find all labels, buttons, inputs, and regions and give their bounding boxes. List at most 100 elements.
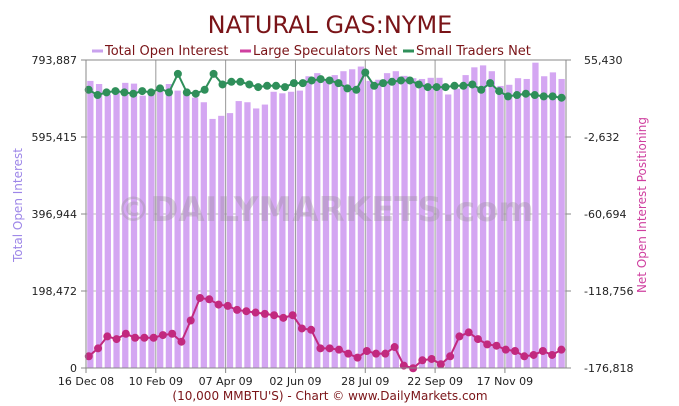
open-interest-bar — [174, 90, 181, 369]
small-traders-point — [441, 83, 450, 92]
open-interest-bar — [270, 91, 277, 368]
open-interest-bar — [261, 104, 269, 368]
large-speculators-point — [557, 345, 566, 354]
open-interest-bar — [113, 89, 120, 368]
chart-footer: (10,000 MMBTU'S) - Chart © www.DailyMark… — [172, 389, 487, 403]
x-tick-label: 16 Dec 08 — [58, 375, 114, 388]
large-speculators-point — [223, 301, 232, 310]
y-axis-right-ticks: 55,430 -2,632 -60,694 -118,756 -176,818 — [566, 54, 633, 375]
small-traders-point — [468, 80, 477, 89]
large-speculators-point — [372, 349, 381, 358]
large-speculators-point — [427, 354, 436, 363]
large-speculators-point — [334, 345, 343, 354]
large-speculators-point — [381, 349, 390, 358]
large-speculators-point — [353, 353, 362, 362]
open-interest-bar — [165, 84, 173, 369]
x-tick-label: 17 Nov 09 — [477, 375, 533, 388]
large-speculators-point — [455, 332, 464, 341]
large-speculators-point — [362, 347, 371, 356]
open-interest-bars — [87, 62, 565, 369]
small-traders-point — [209, 69, 218, 78]
y-tick-left-label: 198,472 — [32, 285, 78, 298]
open-interest-bar — [506, 84, 513, 368]
open-interest-bar — [514, 78, 522, 368]
small-traders-point — [227, 77, 236, 86]
open-interest-bar — [314, 73, 321, 368]
open-interest-bar — [471, 67, 478, 368]
y-tick-left-label: 0 — [70, 362, 77, 375]
small-traders-point — [173, 69, 182, 78]
open-interest-bar — [104, 94, 111, 369]
open-interest-bar — [148, 91, 155, 368]
small-traders-point — [512, 91, 521, 100]
large-speculators-line — [88, 296, 562, 370]
small-traders-point — [414, 80, 423, 89]
open-interest-bar — [183, 94, 190, 369]
large-speculators-point — [436, 360, 445, 369]
y-tick-left-label: 595,415 — [32, 131, 78, 144]
open-interest-bar — [226, 113, 234, 368]
large-speculators-point — [233, 305, 242, 314]
y-tick-right-label: -176,818 — [584, 362, 633, 375]
y-axis-left-label: Total Open Interest — [11, 148, 25, 263]
small-traders-point — [539, 92, 548, 101]
open-interest-bar — [427, 77, 434, 369]
large-speculators-point — [140, 333, 149, 342]
open-interest-bar — [479, 65, 487, 368]
small-traders-point — [263, 81, 272, 90]
large-speculators-point — [242, 307, 251, 316]
y-axis-left-ticks: 793,887 595,415 396,944 198,472 0 — [32, 54, 86, 375]
small-traders-point — [557, 93, 566, 102]
small-traders-point — [254, 83, 263, 92]
large-speculators-point — [121, 329, 130, 338]
large-speculators-point — [390, 343, 399, 352]
large-speculators-point — [168, 329, 177, 338]
open-interest-bar — [392, 71, 399, 369]
small-traders-point — [361, 68, 370, 77]
legend-label-open-interest: Total Open Interest — [104, 44, 228, 59]
x-tick-label: 22 Sep 09 — [407, 375, 463, 388]
y-tick-right-label: 55,430 — [584, 54, 623, 67]
small-traders-point — [147, 88, 156, 97]
y-tick-right-label: -60,694 — [584, 208, 626, 221]
small-traders-point — [495, 87, 504, 96]
open-interest-bar — [340, 71, 347, 369]
small-traders-point — [245, 80, 254, 89]
open-interest-bar — [209, 118, 216, 369]
open-interest-bar — [130, 83, 138, 368]
small-traders-point — [280, 83, 289, 92]
x-tick-label: 07 Apr 09 — [199, 375, 253, 388]
large-speculators-point — [325, 344, 334, 353]
small-traders-point — [129, 89, 138, 98]
small-traders-point — [343, 84, 352, 93]
large-speculators-point — [177, 337, 186, 346]
large-speculators-point — [288, 311, 297, 320]
open-interest-bar — [87, 80, 94, 368]
open-interest-bar — [418, 78, 426, 368]
small-traders-point — [307, 76, 316, 85]
large-speculators-point — [195, 293, 204, 302]
small-traders-point — [236, 77, 245, 86]
x-tick-label: 10 Feb 09 — [129, 375, 183, 388]
large-speculators-point — [158, 331, 167, 340]
open-interest-bar — [139, 95, 146, 368]
large-speculators-point — [307, 325, 316, 334]
large-speculators-point — [483, 340, 492, 349]
small-traders-point — [521, 89, 530, 98]
small-traders-point — [548, 92, 557, 101]
y-axis-right-label: Net Open Interest Positioning — [635, 117, 649, 293]
large-speculators-point — [548, 350, 557, 359]
legend-label-small-traders: Small Traders Net — [416, 44, 531, 59]
open-interest-bar — [122, 82, 129, 368]
open-interest-bar — [157, 88, 164, 369]
large-speculators-point — [344, 349, 353, 358]
y-tick-right-label: -118,756 — [584, 285, 633, 298]
small-traders-point — [102, 88, 111, 97]
large-speculators-point — [84, 352, 93, 361]
open-interest-bar — [279, 93, 286, 369]
large-speculators-point — [112, 335, 121, 344]
large-speculators-point — [186, 316, 195, 325]
open-interest-bar — [296, 90, 303, 369]
small-traders-point — [388, 77, 397, 86]
